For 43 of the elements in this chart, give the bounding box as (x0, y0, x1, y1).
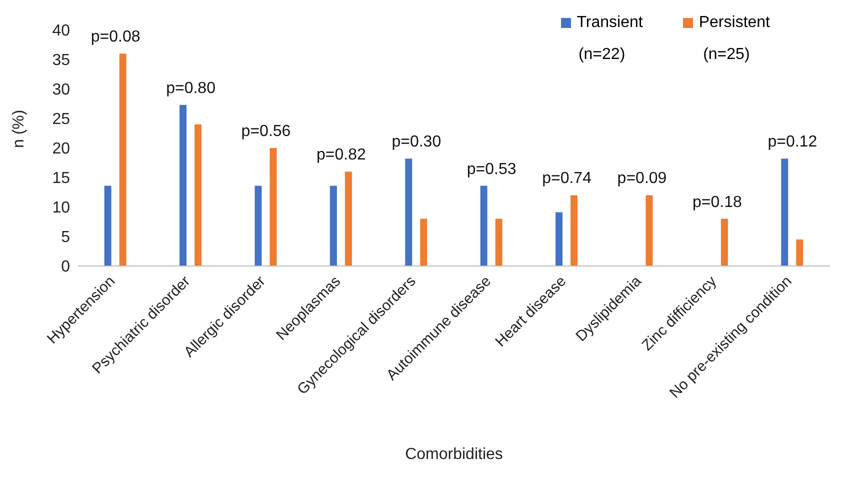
bar (194, 124, 202, 266)
bar (781, 158, 788, 266)
annotation: p=0.08 (90, 28, 140, 46)
annotation: p=0.30 (392, 134, 442, 151)
annotation: p=0.56 (241, 123, 291, 140)
legend-label: Transient (576, 14, 643, 32)
bar (495, 218, 502, 266)
bar (104, 186, 112, 266)
x-axis-title: Comorbidities (405, 446, 503, 463)
bar (720, 218, 728, 266)
y-tick-label: 35 (52, 52, 70, 70)
bar (480, 186, 488, 266)
y-tick-label: 20 (52, 140, 70, 158)
bar (254, 186, 262, 266)
y-tick-label: 15 (52, 170, 70, 188)
annotation: p=0.18 (692, 194, 742, 211)
bar (119, 54, 126, 266)
annotation: p=0.82 (316, 146, 366, 164)
annotation: p=0.80 (166, 80, 216, 97)
bar (405, 158, 412, 266)
bar (180, 104, 187, 266)
annotation: p=0.53 (466, 160, 516, 178)
bar (344, 172, 352, 266)
bar (796, 239, 804, 266)
y-tick-label: 0 (61, 258, 70, 276)
annotation: p=0.12 (768, 134, 818, 151)
y-tick-label: 5 (61, 229, 70, 246)
annotation: (n=25) (703, 46, 750, 64)
y-tick-label: 25 (52, 111, 70, 128)
y-tick-label: 40 (52, 22, 70, 40)
legend-label: Persistent (698, 14, 770, 32)
annotation: p=0.09 (617, 170, 667, 188)
bar (570, 195, 578, 266)
annotation: p=0.74 (542, 170, 592, 188)
bar (420, 218, 428, 266)
annotation: (n=22) (578, 46, 626, 64)
bar (270, 148, 277, 266)
y-tick-label: 10 (52, 200, 70, 217)
y-tick-label: 30 (52, 82, 70, 99)
bar (330, 186, 337, 266)
y-axis-title: n (%) (10, 110, 28, 148)
bar (556, 212, 563, 266)
bar (646, 195, 653, 266)
